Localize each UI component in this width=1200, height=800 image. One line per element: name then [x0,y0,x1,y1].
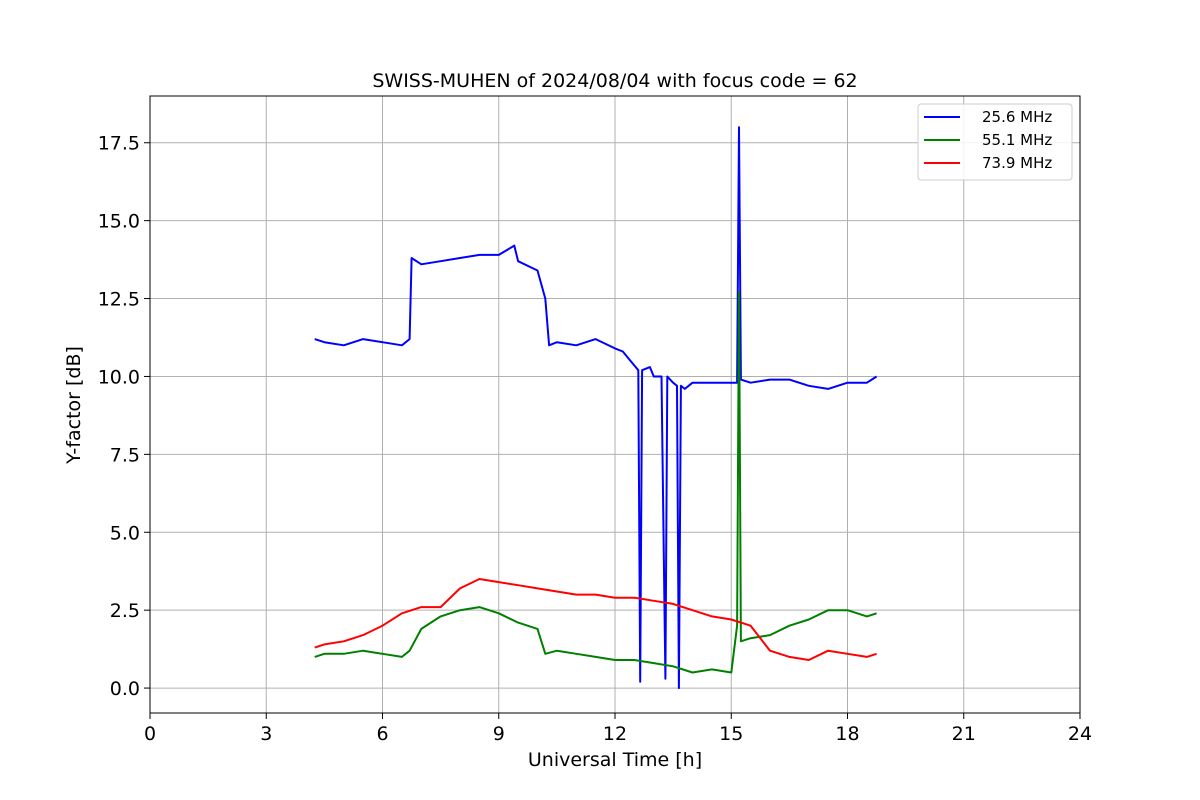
y-tick-label: 7.5 [110,444,140,466]
x-tick-label: 18 [835,723,859,745]
y-tick-label: 17.5 [98,133,140,155]
x-tick-label: 21 [952,723,976,745]
x-tick-label: 3 [260,723,272,745]
y-tick-label: 5.0 [110,522,140,544]
x-tick-label: 12 [603,723,627,745]
y-tick-label: 0.0 [110,678,140,700]
y-axis-ticks: 0.0 2.5 5.0 7.5 10.0 12.5 15.0 17.5 [98,133,150,700]
series-line-25-6-mhz [314,126,878,690]
legend-label-25-6: 25.6 MHz [982,108,1052,126]
x-tick-label: 9 [493,723,505,745]
series-line-55-1-mhz [314,291,877,674]
x-tick-label: 6 [376,723,388,745]
x-tick-label: 0 [144,723,156,745]
y-tick-label: 12.5 [98,289,140,311]
legend-label-55-1: 55.1 MHz [982,131,1052,149]
y-tick-label: 10.0 [98,366,140,388]
legend-label-73-9: 73.9 MHz [982,154,1052,172]
x-tick-label: 24 [1068,723,1092,745]
legend-box [917,103,1073,181]
x-tick-label: 15 [719,723,743,745]
x-axis-ticks: 0 3 6 9 12 15 18 21 24 [144,713,1092,745]
chart-title: SWISS-MUHEN of 2024/08/04 with focus cod… [372,70,857,92]
y-axis-label: Y-factor [dB] [63,346,85,465]
legend: 25.6 MHz 55.1 MHz 73.9 MHz [917,103,1073,181]
y-tick-label: 2.5 [110,600,140,622]
x-axis-label: Universal Time [h] [528,749,702,771]
series-line-73-9-mhz [314,578,877,661]
y-tick-label: 15.0 [98,211,140,233]
series-group [314,126,878,690]
